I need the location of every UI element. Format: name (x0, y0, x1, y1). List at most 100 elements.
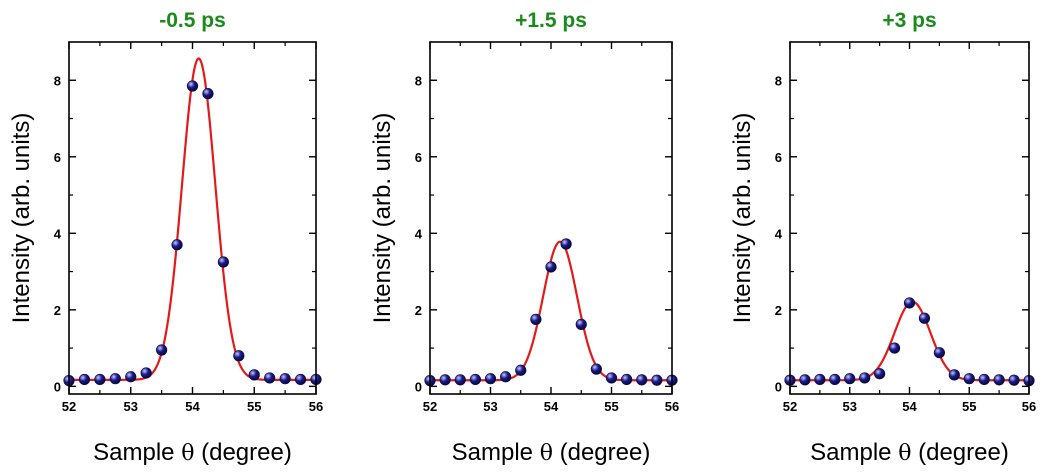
x-tick-label: 54 (544, 399, 559, 414)
y-axis-label: Intensity (arb. units) (8, 113, 35, 324)
data-point (515, 364, 527, 376)
y-tick-label: 8 (54, 73, 61, 88)
theta-symbol: θ (181, 441, 194, 466)
data-point (469, 373, 481, 386)
y-tick-label: 0 (415, 379, 422, 394)
x-tick-label: 52 (62, 399, 76, 414)
data-point (978, 373, 990, 386)
x-tick-label: 56 (665, 399, 679, 414)
data-point (948, 369, 960, 381)
data-point (94, 373, 106, 386)
fit-curve (69, 57, 316, 381)
x-tick-label: 54 (902, 399, 917, 414)
y-tick-label: 6 (54, 150, 61, 165)
y-tick-label: 8 (415, 73, 422, 88)
data-point (799, 374, 811, 386)
y-axis-label: Intensity (arb. units) (369, 113, 396, 324)
y-tick-label: 4 (415, 226, 423, 241)
data-point (294, 373, 307, 386)
plot-frame (429, 41, 673, 395)
x-tick-label: 55 (604, 399, 618, 414)
data-point (933, 347, 945, 359)
data-point (605, 372, 618, 384)
data-point (140, 367, 152, 379)
data-point (125, 371, 137, 383)
y-tick-label: 2 (415, 303, 422, 318)
x-tick-label: 53 (843, 399, 857, 414)
x-tick-label: 54 (185, 399, 200, 414)
x-tick-label: 53 (483, 399, 497, 414)
chart-panel-1: -0.5 ps 52 53 54 55 56 0 2 4 6 8 Sample θ (degree) I… (8, 9, 323, 466)
x-tick-label: 56 (1022, 399, 1036, 414)
chart-panel-3: +3 ps 52 53 54 55 56 0 2 4 6 8 Sample θ (degree) Int… (729, 9, 1036, 466)
data-point (186, 80, 199, 92)
data-point (279, 373, 291, 385)
data-point (918, 312, 931, 324)
data-point (903, 297, 916, 309)
data-point (888, 342, 901, 354)
y-tick-label: 8 (775, 73, 782, 88)
data-point (963, 373, 975, 385)
data-point (859, 372, 871, 384)
data-point (233, 350, 245, 362)
data-point (545, 261, 557, 273)
data-point (575, 318, 587, 330)
data-point (439, 374, 451, 386)
data-point (264, 372, 276, 384)
x-axis-label-suffix: (degree) (194, 439, 291, 466)
plot-frame (68, 41, 317, 395)
y-tick-label: 4 (775, 226, 783, 241)
data-point (171, 239, 183, 251)
data-point (814, 373, 826, 386)
data-point (993, 374, 1005, 386)
panel-title: +3 ps (882, 9, 936, 32)
x-axis-label-suffix: (degree) (553, 439, 650, 466)
x-axis-label: Sample θ (degree) (93, 439, 292, 466)
x-tick-label: 52 (423, 399, 437, 414)
x-axis-label-prefix: Sample (452, 439, 540, 466)
data-point (560, 238, 572, 250)
data-point (500, 371, 512, 383)
x-tick-label: 55 (247, 399, 261, 414)
x-tick-label: 53 (124, 399, 138, 414)
data-point (78, 373, 91, 386)
theta-symbol: θ (540, 441, 553, 466)
x-axis-label-prefix: Sample (810, 439, 898, 466)
data-point (248, 369, 260, 381)
panel-title: +1.5 ps (515, 9, 587, 32)
y-tick-label: 2 (775, 303, 782, 318)
data-point (217, 256, 229, 268)
x-axis-label: Sample θ (degree) (810, 439, 1009, 466)
data-point (636, 374, 648, 386)
data-point (454, 374, 466, 386)
data-point (202, 88, 214, 100)
data-point (484, 373, 497, 385)
x-axis-label-suffix: (degree) (911, 439, 1008, 466)
plot-frame (789, 41, 1030, 395)
panel-title: -0.5 ps (159, 9, 226, 32)
x-axis-label-prefix: Sample (93, 439, 181, 466)
chart-panel-2: +1.5 ps 52 53 54 55 56 0 2 4 6 8 Sample θ (degree) I… (369, 9, 679, 466)
theta-symbol: θ (898, 441, 911, 466)
x-tick-label: 55 (962, 399, 976, 414)
y-tick-label: 6 (775, 150, 782, 165)
data-point (1008, 374, 1020, 386)
fit-curve (790, 300, 1029, 382)
x-axis-label: Sample θ (degree) (452, 439, 651, 466)
data-point (844, 373, 856, 385)
x-tick-label: 52 (783, 399, 797, 414)
y-tick-label: 0 (775, 379, 782, 394)
y-tick-label: 4 (54, 226, 62, 241)
data-point (156, 344, 168, 356)
data-point (621, 373, 633, 386)
data-point (530, 313, 542, 325)
data-point (874, 368, 886, 380)
x-tick-label: 56 (309, 399, 323, 414)
data-point (109, 373, 121, 385)
data-point (590, 363, 602, 375)
data-point (651, 374, 663, 386)
y-tick-label: 6 (415, 150, 422, 165)
y-axis-label: Intensity (arb. units) (729, 113, 756, 324)
y-tick-label: 2 (54, 303, 61, 318)
